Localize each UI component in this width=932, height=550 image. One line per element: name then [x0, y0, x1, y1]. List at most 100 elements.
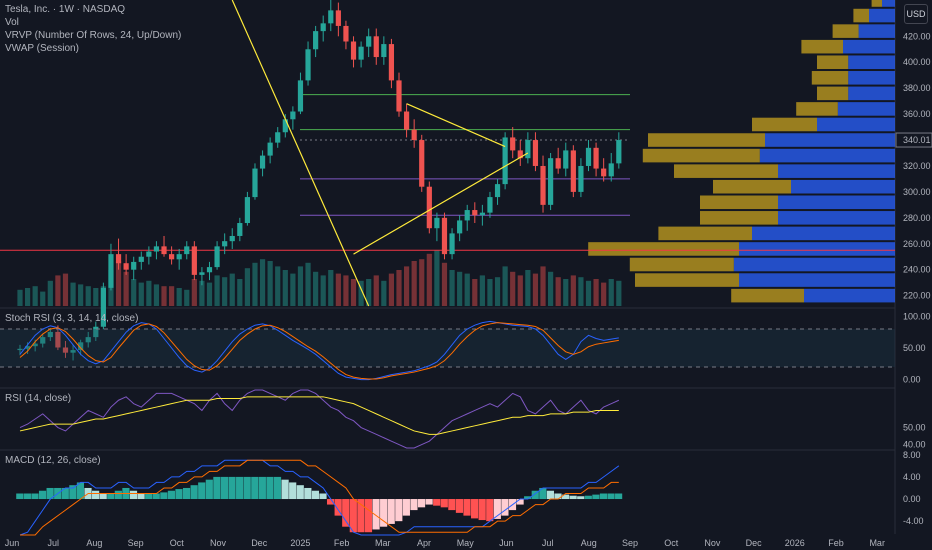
macd-histogram-bar [584, 495, 592, 500]
volume-bar [335, 273, 341, 306]
volume-profile-down-row [871, 0, 882, 7]
candle-body [426, 186, 432, 229]
time-axis-label: Nov [704, 538, 721, 548]
volume-bar [199, 280, 205, 306]
volume-bar [123, 271, 129, 306]
volume-bar [115, 261, 122, 306]
candle-body [17, 348, 23, 351]
time-axis-label: Sep [622, 538, 638, 548]
time-axis-label: Mar [869, 538, 885, 548]
volume-profile-up-row [778, 195, 895, 210]
vrvp-indicator-label[interactable]: VRVP (Number Of Rows, 24, Up/Down) [5, 30, 182, 41]
volume-bar [373, 275, 379, 306]
candle-body [93, 326, 99, 338]
candle-body [373, 36, 379, 58]
macd-histogram-bar [213, 476, 221, 500]
volume-profile-up-row [848, 86, 895, 101]
macd-histogram-bar [561, 494, 570, 500]
candle-body [555, 158, 561, 169]
price-axis-label: 400.00 [903, 57, 931, 67]
candle-body [350, 41, 357, 60]
volume-profile-down-row [801, 39, 843, 54]
volume-bar [32, 286, 38, 306]
volume-bar [601, 282, 607, 306]
macd-histogram-bar [243, 476, 251, 500]
volume-indicator-label[interactable]: Vol [5, 17, 19, 28]
candle-body [123, 263, 129, 270]
candle-body [464, 210, 470, 221]
volume-bar [214, 275, 220, 306]
candle-body [259, 155, 266, 169]
candle-body [40, 337, 46, 344]
volume-bar [593, 279, 599, 306]
vwap-indicator-label[interactable]: VWAP (Session) [5, 43, 79, 54]
volume-bar [297, 266, 304, 306]
stoch-rsi-title: Stoch RSI (3, 3, 14, 14, close) [5, 313, 138, 324]
candle-body [55, 331, 61, 348]
volume-profile-up-row [791, 179, 895, 194]
candle-body [297, 80, 304, 112]
macd-histogram-bar [16, 493, 24, 500]
macd-histogram-bar [107, 493, 115, 500]
candle-body [214, 246, 220, 268]
candle-body [449, 233, 455, 255]
volume-bar [328, 270, 334, 306]
volume-bar [191, 279, 197, 306]
volume-bar [510, 271, 516, 306]
candlesticks[interactable] [17, 0, 622, 361]
volume-bar [419, 259, 425, 306]
volume-bar [396, 270, 402, 306]
volume-bar [343, 275, 349, 306]
macd-histogram-bar [402, 499, 410, 516]
stoch-rsi-axis-label: 100.00 [903, 311, 931, 321]
candle-body [335, 10, 341, 26]
macd-histogram-bar [190, 485, 198, 500]
macd-histogram-bar [99, 493, 107, 500]
volume-bar [555, 277, 561, 306]
macd-histogram-bar [319, 493, 327, 500]
macd-histogram-bar [546, 490, 554, 500]
time-axis-label: Aug [581, 538, 597, 548]
candle-body [494, 184, 501, 198]
candle-body [616, 140, 622, 164]
macd-histogram-bar [76, 482, 85, 500]
volume-bar [381, 280, 387, 306]
volume-bar [153, 284, 160, 306]
macd-histogram-bar [607, 493, 615, 500]
volume-bar [608, 279, 614, 306]
macd-histogram-bar [592, 494, 600, 500]
candle-body [578, 165, 584, 192]
candle-body [358, 46, 364, 60]
volume-bar [138, 282, 144, 306]
volume-bar [366, 279, 372, 306]
volume-bar [540, 266, 546, 306]
candle-body [388, 44, 395, 81]
volume-bar [40, 291, 46, 306]
macd-histogram-bar [236, 476, 244, 500]
volume-bar [487, 279, 493, 306]
volume-bar [305, 262, 311, 306]
price-axis-label: 300.00 [903, 187, 931, 197]
candle-body [502, 137, 508, 185]
macd-histogram-bar [395, 499, 403, 522]
macd-histogram-bar [342, 499, 350, 527]
volume-profile-down-row [700, 211, 778, 225]
candle-body [176, 254, 182, 260]
trendlines[interactable] [231, 0, 529, 307]
candle-body [222, 241, 228, 247]
macd-histogram-bar [387, 499, 395, 524]
volume-bar [585, 280, 592, 306]
macd-histogram-bar [524, 496, 532, 500]
macd-histogram-bar [31, 493, 39, 500]
candle-body [32, 343, 38, 347]
volume-profile-up-row [869, 8, 895, 23]
volume-profile-down-row [853, 8, 869, 23]
volume-bar [17, 289, 23, 306]
volume-bar [313, 271, 319, 306]
volume-profile-up-row [804, 288, 895, 303]
volume-bar [184, 289, 190, 306]
volume-bar [434, 250, 440, 306]
currency-button[interactable]: USD [904, 4, 928, 24]
candle-body [305, 49, 311, 81]
